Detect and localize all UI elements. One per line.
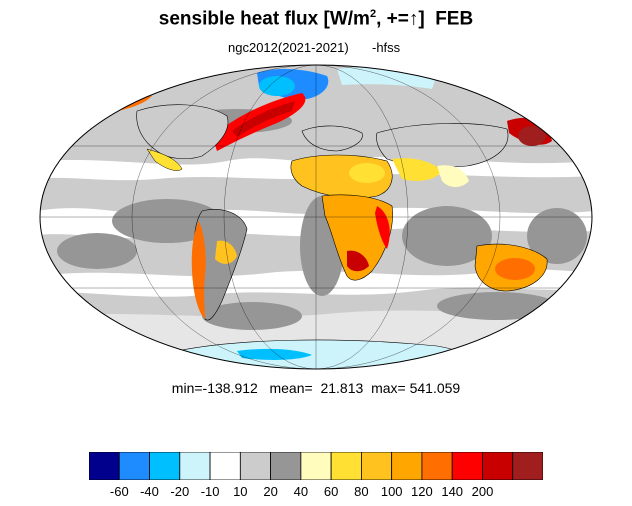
ocean-patch-dark-6	[202, 302, 302, 330]
gulf-stream-core	[232, 101, 295, 137]
colorbar-tick-label: 20	[263, 484, 278, 499]
colorbar-tick-label: 40	[293, 484, 309, 499]
andes-flux	[191, 221, 206, 319]
colorbar-swatch	[512, 452, 543, 480]
colorbar	[89, 452, 543, 480]
colorbar-swatch	[391, 452, 423, 480]
stats-line: min=-138.912 mean= 21.813 max= 541.059	[0, 380, 632, 396]
colorbar-swatch	[149, 452, 181, 480]
title-superscript: 2	[369, 8, 377, 20]
title-sign: , +=	[376, 8, 409, 30]
figure-title: sensible heat flux [W/m2, +=↑] FEB	[0, 8, 632, 30]
colorbar-tick-label: 120	[411, 484, 433, 499]
ocean-patch-dark-3	[402, 206, 492, 266]
brazil-flux	[215, 240, 237, 264]
mean-label: mean=	[269, 380, 313, 396]
australia-core	[495, 258, 535, 280]
colorbar-swatch	[360, 452, 393, 480]
colorbar-swatch	[118, 452, 150, 480]
south-africa-flux	[347, 250, 369, 272]
asia	[376, 123, 509, 168]
colorbar-tick-label: 80	[354, 484, 369, 499]
title-month: FEB	[435, 8, 474, 30]
map-border	[39, 64, 593, 370]
max-value: 541.059	[409, 380, 461, 396]
colorbar-tick-label: 100	[380, 484, 403, 499]
north-america	[136, 104, 229, 160]
mean-value: 21.813	[320, 380, 364, 396]
colorbar-swatch	[209, 452, 241, 480]
india	[437, 165, 469, 187]
title-text: sensible heat flux [W/m	[158, 8, 370, 30]
map-field	[40, 65, 592, 369]
ocean-patch-dark	[112, 199, 222, 243]
greenland-blue	[259, 76, 295, 96]
colorbar-tick-label: -20	[170, 484, 190, 499]
colorbar-tick-label: -40	[140, 484, 159, 499]
colorbar-swatch	[451, 452, 483, 480]
up-arrow-icon: ↑	[408, 8, 419, 30]
ocean-patch-dark-4	[527, 208, 587, 264]
colorbar-swatch	[89, 452, 120, 480]
ocean-patch-dark-7	[437, 292, 557, 320]
world-map	[39, 64, 593, 370]
min-label: min=	[171, 380, 203, 396]
colorbar-swatch	[300, 452, 332, 480]
colorbar-tick-label: -10	[200, 484, 220, 499]
colorbar-tick-label: 60	[323, 484, 339, 499]
colorbar-tick-label: 140	[441, 484, 464, 499]
sahara-east	[349, 163, 385, 183]
variable-name: -hfss	[372, 40, 401, 55]
colorbar-swatch	[179, 452, 211, 480]
colorbar-tick-label: 10	[233, 484, 248, 499]
colorbar-swatch	[239, 452, 272, 480]
mexico	[146, 148, 183, 171]
colorbar-swatch	[482, 452, 514, 480]
ocean-patch-dark-5	[57, 233, 137, 269]
colorbar-swatch	[421, 452, 453, 480]
kuroshio-core	[518, 126, 546, 146]
case-name: ngc2012(2021-2021)	[228, 40, 349, 55]
africa	[321, 194, 393, 281]
min-value: -138.912	[202, 380, 258, 396]
antarctica-blue	[237, 348, 312, 360]
max-label: max=	[371, 380, 406, 396]
graticule	[40, 65, 592, 369]
title-bracket: ]	[418, 8, 425, 30]
colorbar-swatch	[330, 452, 362, 480]
colorbar-swatch	[270, 452, 302, 480]
colorbar-tick-label: -60	[109, 484, 129, 499]
colorbar-tick-label: 200	[471, 484, 494, 499]
